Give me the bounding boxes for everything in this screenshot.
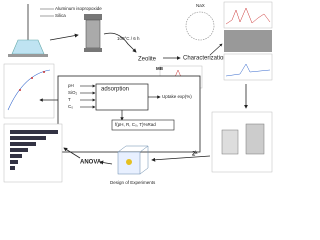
adsorbate-label: MB xyxy=(156,66,164,71)
arrow xyxy=(99,160,113,165)
arrow xyxy=(209,43,223,56)
anova-label: ANOVA xyxy=(80,160,102,166)
function-box xyxy=(111,119,175,131)
input-label: SiO₂ xyxy=(68,90,78,95)
function-label: f(pH, R, C₀, T)%Rad xyxy=(115,122,156,127)
structure-icon xyxy=(185,11,215,41)
design-label: 2ᵏ xyxy=(192,151,198,158)
reagent-label: Silica xyxy=(55,13,66,18)
characterization-label: Characterization xyxy=(183,56,227,62)
autoclave xyxy=(84,14,102,52)
condition-label: 100°C / 6 h xyxy=(117,36,140,41)
process-label: adsorption xyxy=(101,87,129,93)
arrow xyxy=(49,33,79,41)
structure-label: NaX xyxy=(196,3,205,8)
arrow xyxy=(103,32,137,53)
arrow xyxy=(151,155,211,162)
output-label: Uptake exp(%) xyxy=(162,94,192,99)
doe-cube xyxy=(117,145,149,175)
response-plot xyxy=(3,63,55,119)
beaker xyxy=(8,4,54,57)
product-label: Zeolite xyxy=(138,57,157,63)
input-label: T xyxy=(68,97,71,102)
input-label: C₀ xyxy=(68,104,73,109)
doe-label: Design of Experiments xyxy=(110,180,156,185)
characterization-panel xyxy=(223,1,273,81)
arrow xyxy=(63,147,81,159)
apparatus xyxy=(211,111,273,173)
reagent-label: Aluminum isopropoxide xyxy=(55,6,102,11)
input-label: pH xyxy=(68,83,74,88)
pareto-chart xyxy=(3,123,63,183)
graphical-abstract: Aluminum isopropoxide Silica 100°C / 6 h… xyxy=(3,1,273,185)
